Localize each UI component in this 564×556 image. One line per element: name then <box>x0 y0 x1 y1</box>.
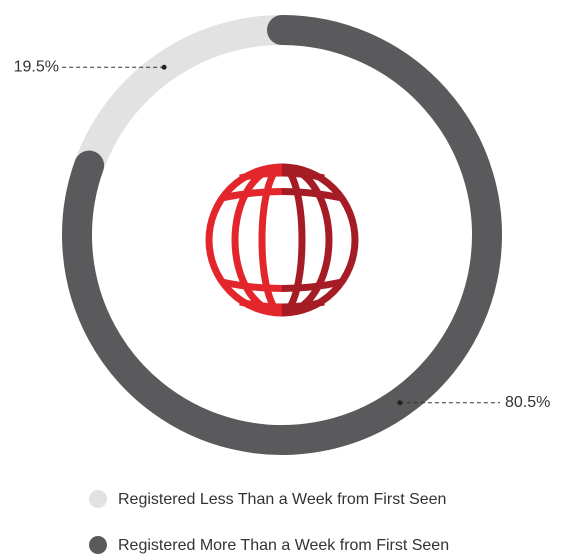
legend-swatch <box>89 536 107 554</box>
leader-dot <box>397 400 403 406</box>
globe-icon <box>205 163 359 317</box>
legend-label: Registered Less Than a Week from First S… <box>118 491 446 508</box>
data-label: 80.5% <box>505 394 550 411</box>
leader-dot <box>161 64 167 70</box>
legend-swatch <box>89 490 107 508</box>
donut-segment <box>74 15 297 181</box>
legend-label: Registered More Than a Week from First S… <box>118 537 449 554</box>
data-label: 19.5% <box>14 58 59 75</box>
